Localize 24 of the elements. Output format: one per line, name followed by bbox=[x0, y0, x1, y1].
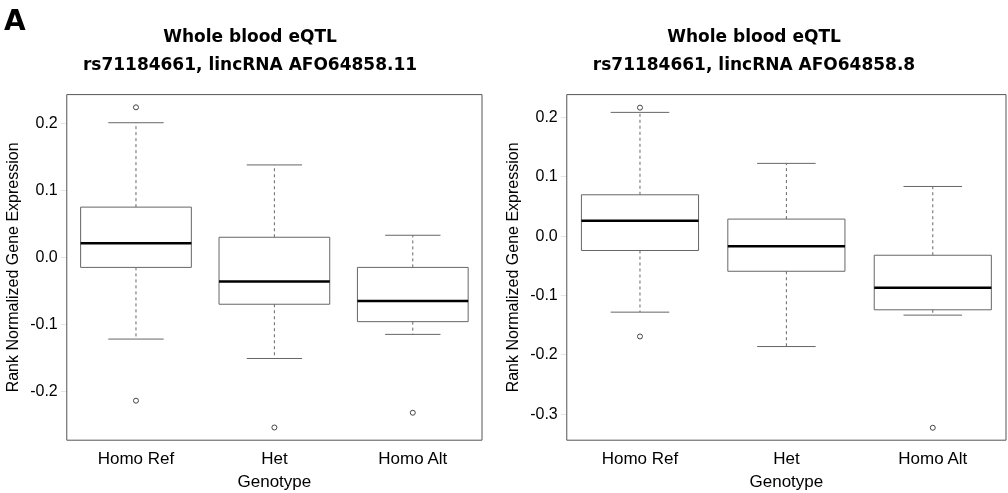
y-tick-label: -0.1 bbox=[530, 285, 558, 303]
y-tick-label: 0.1 bbox=[35, 180, 58, 198]
x-tick-label: Homo Alt bbox=[898, 449, 968, 469]
y-tick-label: 0.0 bbox=[35, 247, 58, 265]
y-tick-label: 0.0 bbox=[535, 226, 558, 244]
y-axis-title: Rank Normalized Gene Expression bbox=[4, 142, 22, 393]
x-tick-label: Homo Ref bbox=[97, 449, 175, 469]
x-tick-label: Homo Alt bbox=[378, 449, 448, 469]
x-tick-label: Homo Ref bbox=[601, 449, 679, 469]
chart-title: Whole blood eQTL rs71184661, lincRNA AFO64858.8 bbox=[591, 25, 917, 76]
y-tick-label: -0.1 bbox=[30, 314, 58, 332]
x-axis-title: Genotype bbox=[749, 472, 824, 492]
y-tick-label: 0.1 bbox=[535, 167, 558, 185]
x-axis-title: Genotype bbox=[237, 472, 312, 492]
text: A bbox=[4, 4, 26, 37]
chart-title: Whole blood eQTL rs71184661, lincRNA AFO64858.11 bbox=[82, 26, 418, 74]
y-tick-label: 0.2 bbox=[535, 108, 558, 126]
y-axis-title: Rank Normalized Gene Expression bbox=[504, 142, 522, 393]
y-tick-label: -0.2 bbox=[30, 381, 58, 399]
y-tick-label: 0.2 bbox=[35, 113, 58, 131]
y-tick-label: -0.3 bbox=[530, 404, 558, 422]
x-tick-label: Het bbox=[261, 449, 288, 469]
x-tick-label: Het bbox=[773, 449, 800, 469]
y-tick-label: -0.2 bbox=[530, 345, 558, 363]
